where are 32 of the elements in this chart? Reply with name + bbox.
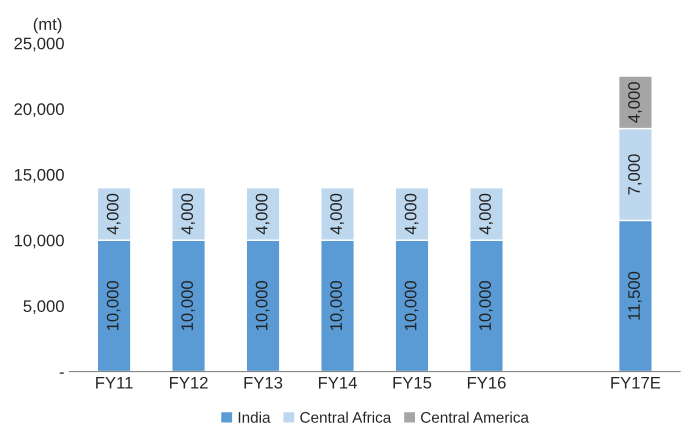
y-tick-label: 10,000 [14,234,64,248]
data-label: 11,500 [628,272,642,320]
y-tick-label: 15,000 [14,168,64,183]
x-tick-label: FY15 [393,376,432,389]
x-tick-label: FY13 [244,376,282,389]
data-label: 4,000 [330,194,344,234]
data-label: 10,000 [106,281,121,330]
x-tick-label: FY17E [611,376,660,388]
data-label: 4,000 [256,194,270,234]
data-label: 4,000 [628,82,642,123]
x-tick-label: FY16 [468,376,506,389]
data-label: 4,000 [479,194,493,234]
data-label: 4,000 [404,194,418,234]
data-label: 4,000 [106,194,121,234]
data-label: 10,000 [330,281,344,330]
y-tick-label: 20,000 [14,103,64,118]
y-tick-label: 5,000 [24,300,64,314]
data-label: 10,000 [181,281,196,330]
x-tick-label: FY12 [170,376,208,388]
x-tick-label: FY11 [96,376,133,388]
legend-label: India [238,412,271,423]
data-label: 10,000 [404,281,418,330]
data-label: 7,000 [628,154,642,195]
data-label: 10,000 [256,281,270,330]
y-axis-title: (mt) [34,18,62,34]
legend-label: Central America [421,412,529,423]
y-tick-label: - [60,372,64,374]
data-label: 4,000 [181,194,196,234]
legend-label: Central Africa [300,412,392,423]
data-label: 10,000 [479,281,493,330]
y-tick-label: 25,000 [14,38,64,52]
x-tick-label: FY14 [318,376,357,388]
